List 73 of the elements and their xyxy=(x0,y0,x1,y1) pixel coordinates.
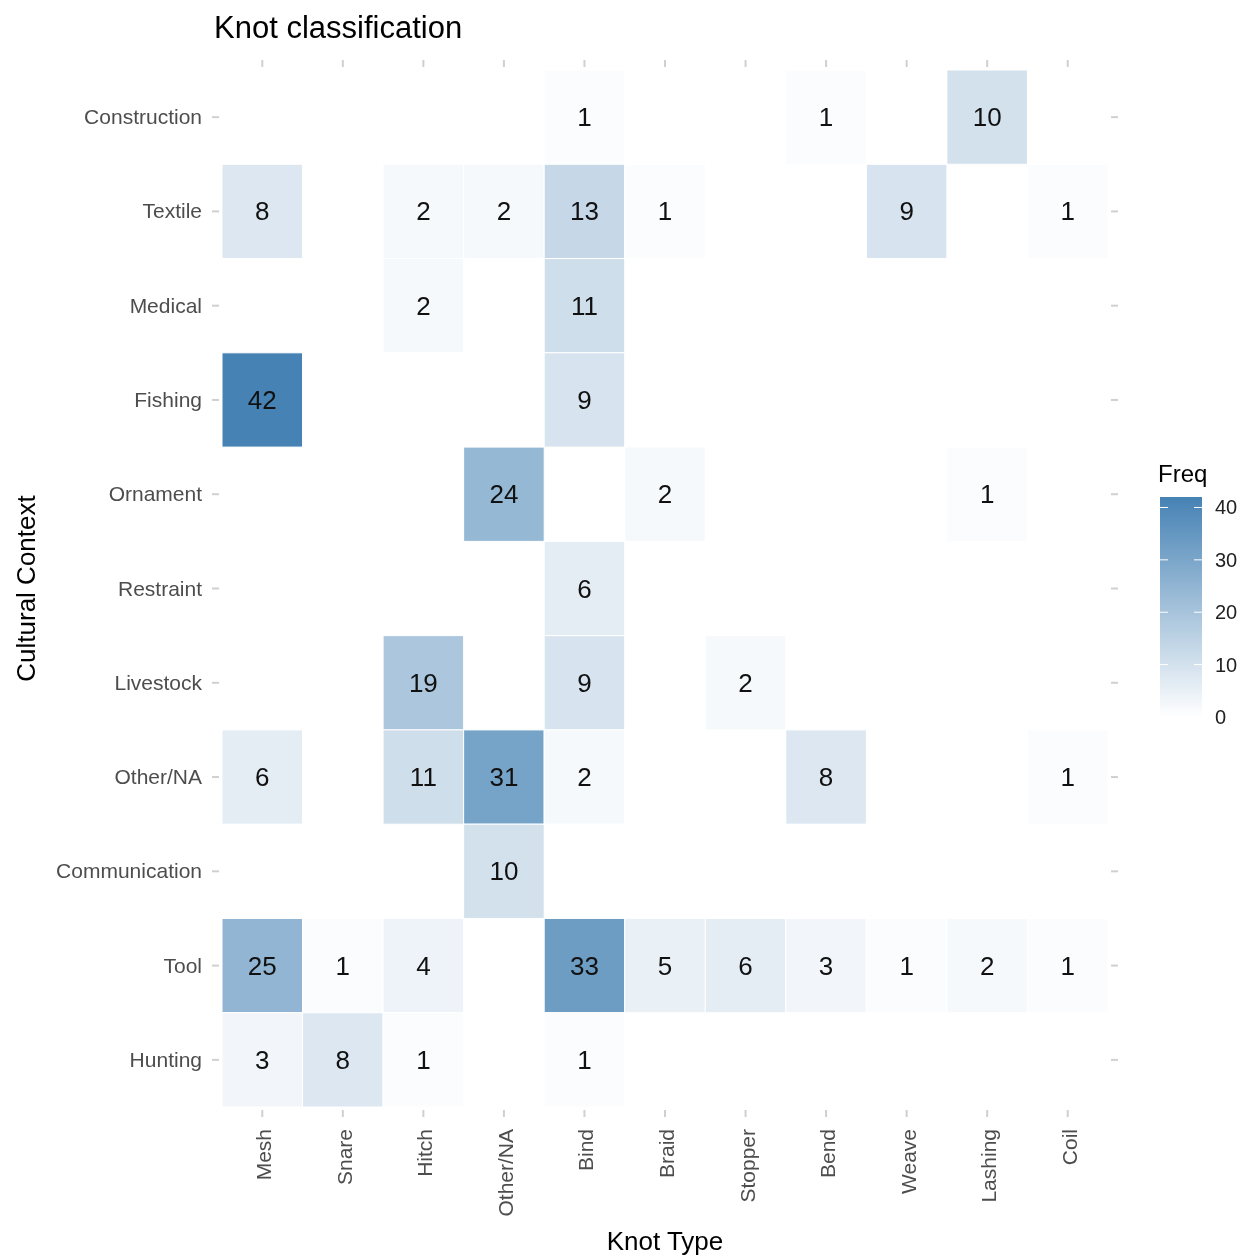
x-tick-label: Bind xyxy=(574,1129,598,1172)
data-label: 6 xyxy=(577,573,592,604)
x-tick-label: Coil xyxy=(1057,1129,1081,1166)
y-tick-label: Communication xyxy=(56,859,202,883)
data-label: 11 xyxy=(409,762,437,793)
data-label: 8 xyxy=(255,196,270,227)
data-label: 2 xyxy=(496,196,512,227)
data-label: 3 xyxy=(255,1044,270,1075)
x-tick-label: Lashing xyxy=(977,1129,1001,1203)
y-tick-label: Restraint xyxy=(117,576,203,600)
x-tick-label: Mesh xyxy=(252,1129,276,1181)
data-label: 1 xyxy=(1060,950,1075,981)
y-tick-label: Ornament xyxy=(108,482,203,506)
data-label: 1 xyxy=(577,102,592,133)
data-label: 25 xyxy=(247,950,277,981)
chart-title: Knot classification xyxy=(214,10,463,45)
color-bar-label: 10 xyxy=(1215,653,1238,676)
data-label: 31 xyxy=(489,762,519,793)
data-label: 1 xyxy=(818,102,834,133)
data-label: 2 xyxy=(657,479,673,510)
data-label: 10 xyxy=(489,856,519,887)
x-axis-title: Knot Type xyxy=(606,1226,724,1256)
data-label: 8 xyxy=(818,762,834,793)
y-tick-label: Other/NA xyxy=(114,765,202,789)
y-tick-label: Textile xyxy=(142,199,202,223)
data-label: 9 xyxy=(899,196,914,227)
data-label: 19 xyxy=(408,667,438,698)
legend-title: Freq xyxy=(1158,460,1208,487)
y-tick-label: Tool xyxy=(163,953,202,977)
data-label: 9 xyxy=(577,384,592,415)
x-tick-label: Braid xyxy=(655,1129,678,1179)
data-label: 1 xyxy=(899,950,914,981)
y-tick-label: Hunting xyxy=(129,1047,202,1071)
data-label: 1 xyxy=(577,1044,592,1075)
data-label: 2 xyxy=(738,667,753,698)
y-tick-label: Livestock xyxy=(114,670,203,694)
x-tick-label: Snare xyxy=(332,1129,356,1186)
data-label: 6 xyxy=(738,950,753,981)
data-label: 2 xyxy=(577,762,592,793)
data-label: 2 xyxy=(979,950,995,981)
data-label: 24 xyxy=(489,479,519,510)
x-tick-label: Hitch xyxy=(413,1129,437,1177)
data-label: 3 xyxy=(818,950,834,981)
data-label: 13 xyxy=(569,196,599,227)
data-label: 2 xyxy=(416,196,431,227)
data-label: 4 xyxy=(416,950,431,981)
x-tick-label: Weave xyxy=(896,1129,920,1194)
data-label: 9 xyxy=(577,667,592,698)
x-tick-label: Other/NA xyxy=(493,1129,517,1217)
y-tick-label: Fishing xyxy=(134,387,202,411)
data-label: 11 xyxy=(570,290,598,321)
data-label: 1 xyxy=(1060,762,1075,793)
data-label: 6 xyxy=(255,762,270,793)
color-bar-label: 0 xyxy=(1215,706,1227,728)
data-label: 1 xyxy=(979,479,995,510)
color-bar-label: 30 xyxy=(1215,548,1238,571)
data-label: 8 xyxy=(335,1044,351,1075)
y-axis-title: Cultural Context xyxy=(11,494,41,682)
data-label: 10 xyxy=(972,102,1002,133)
color-bar-label: 20 xyxy=(1215,601,1238,624)
x-tick-label: Bend xyxy=(816,1129,840,1179)
x-tick-label: Stopper xyxy=(735,1129,759,1203)
data-label: 33 xyxy=(569,950,599,981)
color-bar-label: 40 xyxy=(1215,496,1238,519)
y-tick-label: Construction xyxy=(84,105,202,129)
data-label: 42 xyxy=(247,384,277,415)
data-label: 2 xyxy=(416,290,431,321)
data-label: 1 xyxy=(416,1044,431,1075)
y-tick-label: Medical xyxy=(129,293,202,317)
data-label: 1 xyxy=(335,950,351,981)
data-label: 1 xyxy=(1060,196,1075,227)
data-label: 5 xyxy=(657,950,673,981)
data-label: 1 xyxy=(657,196,673,227)
